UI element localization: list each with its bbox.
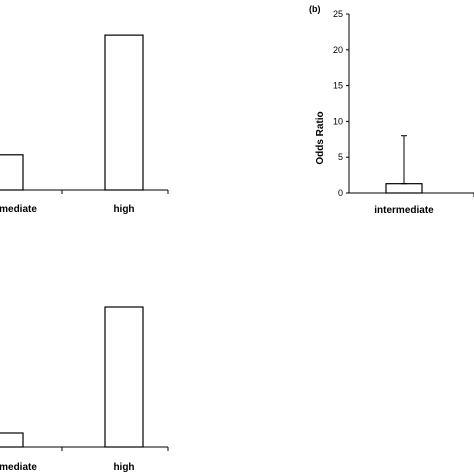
panel-b-category-label-intermediate: intermediate (374, 205, 434, 216)
panel-b-bar-intermediate (385, 183, 423, 194)
panel-c-bar-high (104, 306, 144, 448)
panel-b-y-tick-label-20: 20 (333, 45, 343, 55)
panel-b-label: (b) (309, 4, 321, 14)
panel-a-chart: mediate high (0, 34, 169, 215)
panel-a-bar-intermediate (0, 154, 24, 191)
panel-a-category-label-intermediate: mediate (0, 204, 37, 215)
panel-c-bar-intermediate (0, 432, 24, 448)
panel-b-chart: (b) Odds Ratio intermediate 0 5 10 15 20 25 (309, 4, 474, 216)
panel-c-category-label-intermediate: mediate (0, 462, 37, 473)
panel-b-y-axis-label: Odds Ratio (315, 111, 326, 164)
panel-c-category-label-high: high (113, 462, 134, 473)
panel-b-y-tick-label-10: 10 (333, 116, 343, 126)
panel-b-y-tick-label-0: 0 (338, 188, 343, 198)
panel-a-category-label-high: high (113, 204, 134, 215)
panel-b-y-tick-label-5: 5 (338, 152, 343, 162)
panel-b-y-tick-label-15: 15 (333, 81, 343, 91)
panel-a-bar-high (104, 34, 144, 191)
panel-c-chart: mediate high (0, 306, 169, 473)
panel-b-y-tick-label-25: 25 (333, 9, 343, 19)
